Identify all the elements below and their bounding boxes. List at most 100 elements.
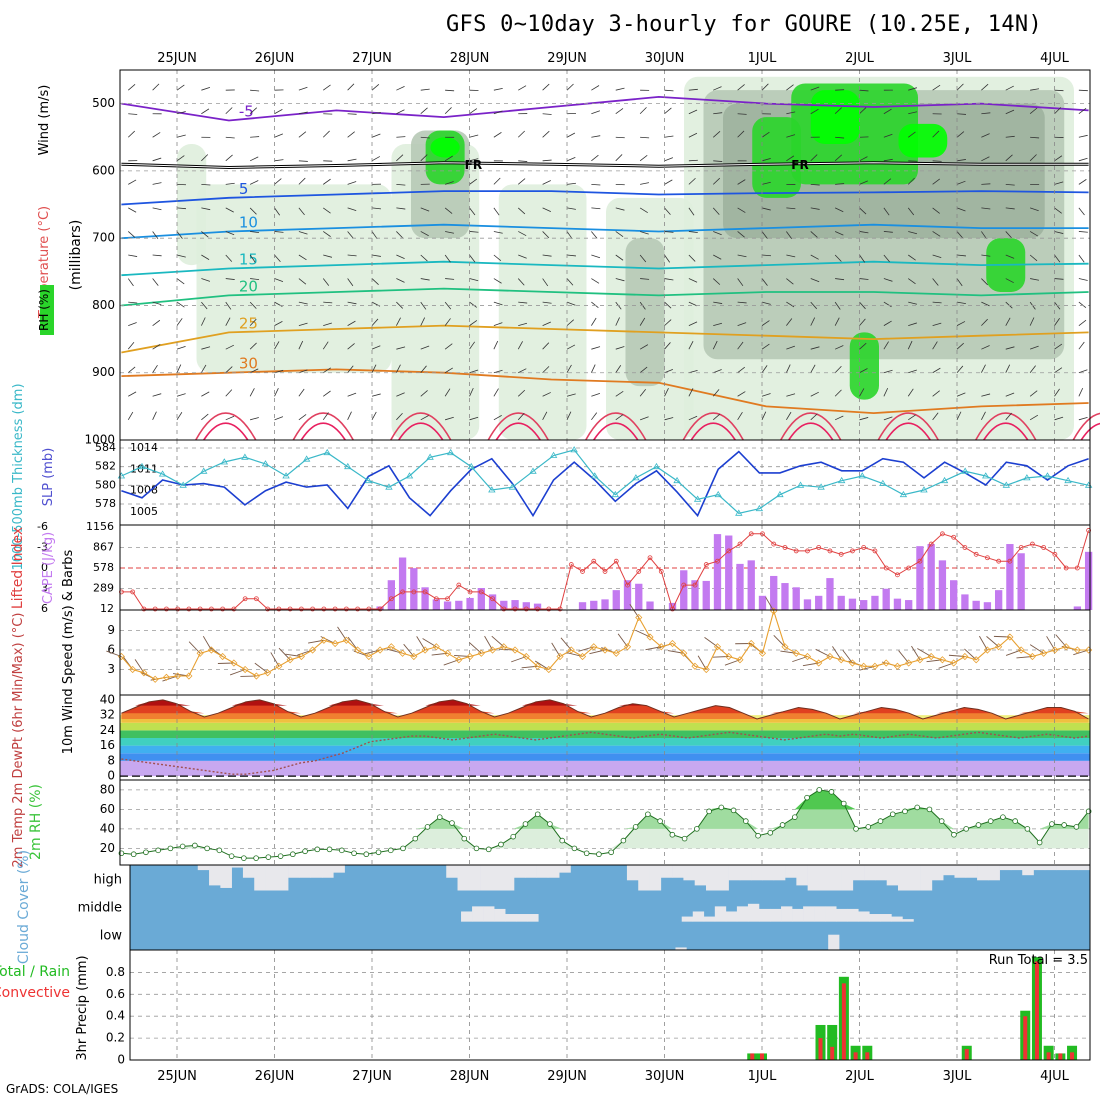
wind-barb — [697, 655, 707, 670]
date-label: 1JUL — [748, 51, 778, 66]
lifted-index-point — [568, 562, 574, 567]
wind-barb — [1054, 155, 1063, 162]
wind-barb — [664, 89, 674, 92]
wind10m-panel: 3 6 9 10m Wind Speed (m/s) & Barbs — [61, 549, 1093, 754]
precip-axis-label: 3hr Precip (mm) — [75, 955, 90, 1060]
wind-barb — [420, 254, 428, 262]
rh-point — [253, 855, 259, 861]
temperature-contour — [983, 422, 1029, 441]
cloud-gap — [559, 865, 571, 873]
wind-barb — [270, 652, 280, 667]
wind-barb — [518, 322, 528, 327]
cloud-gap — [773, 865, 786, 881]
wind-barb — [956, 342, 964, 350]
rh-legend-swatch — [40, 285, 54, 335]
wind-barb — [859, 89, 869, 92]
wind-barb — [347, 113, 357, 115]
wind-speed-point — [140, 669, 148, 677]
cloud-gap — [920, 865, 933, 891]
wind-barb — [469, 341, 476, 350]
rh-axis-label: RH (%) — [37, 289, 51, 331]
wind-barb — [835, 89, 845, 91]
rh-point — [1061, 822, 1067, 828]
wind-barb — [786, 393, 796, 397]
wind-barb — [591, 412, 598, 421]
rh-point — [155, 847, 161, 854]
wind-axis-label: Wind (m/s) — [37, 85, 52, 156]
wind-barb — [347, 278, 354, 287]
wind-barb — [396, 364, 401, 373]
wind-barb — [127, 84, 136, 91]
rh-point — [375, 849, 382, 856]
wind-barb — [566, 364, 572, 373]
cloud-gap — [480, 865, 492, 891]
wind-speed-point — [162, 673, 170, 681]
lifted-index-point — [636, 569, 642, 574]
wind-barb — [761, 343, 770, 350]
wind-barb — [152, 278, 159, 286]
wind-speed-point — [623, 643, 632, 651]
wind-barb — [371, 318, 379, 326]
rh-point — [192, 842, 198, 849]
wind-barb — [629, 603, 640, 618]
wind-barb — [517, 278, 525, 286]
wind-barb — [761, 254, 772, 257]
cape-bar — [410, 568, 418, 610]
thickness-point — [714, 490, 722, 498]
temperature-contour — [121, 287, 1089, 307]
temperature-contour — [1072, 412, 1100, 441]
wind-barb — [566, 182, 576, 185]
thickness-point — [261, 460, 270, 467]
lifted-index-tick: 0 — [41, 561, 48, 574]
cloud-gap — [1067, 865, 1080, 871]
wind-barb — [298, 414, 307, 421]
wind-barb — [225, 344, 234, 350]
wind-barb — [639, 207, 648, 214]
rh-point — [767, 829, 774, 836]
wind-barb — [323, 178, 331, 185]
wind-barb — [1078, 319, 1087, 326]
wind-barb — [298, 301, 308, 305]
wind-barb — [1078, 179, 1087, 185]
wind-barb — [396, 346, 406, 350]
wind-barb — [786, 278, 794, 285]
temperature-contour — [877, 412, 939, 441]
wind-barb — [566, 411, 572, 420]
wind-barb — [469, 369, 479, 374]
wind-barb — [445, 416, 454, 421]
lifted-index-point — [501, 606, 507, 612]
wind-barb — [1005, 183, 1015, 186]
wind-barb — [250, 278, 260, 281]
rh-point — [559, 837, 565, 844]
cloud-gap — [803, 906, 815, 922]
wind-barb — [704, 637, 718, 648]
wind-barb — [834, 254, 842, 262]
lifted-index-point — [321, 606, 327, 612]
wind-barb — [347, 320, 356, 326]
rh-point — [645, 811, 651, 818]
wind-barb — [810, 317, 816, 326]
cape-bar — [882, 588, 890, 610]
wind-barb — [1054, 231, 1064, 234]
wind-barb — [445, 278, 455, 280]
cloud-gap — [197, 865, 210, 871]
wind-barb — [712, 278, 721, 285]
wind-barb — [371, 133, 381, 138]
wind-barb — [883, 387, 889, 397]
cape-bar — [803, 599, 812, 610]
cloud-gap — [694, 865, 707, 886]
cape-bar — [927, 544, 935, 610]
cape-bar — [421, 587, 429, 610]
wind-barb — [127, 366, 136, 374]
wind-barb — [1078, 301, 1087, 309]
precip-tick: 0.6 — [106, 987, 125, 1001]
precip-convective-bar — [1070, 1052, 1075, 1060]
cloud-gap — [505, 914, 517, 922]
wind-barb — [298, 388, 305, 397]
wind-barb — [615, 154, 623, 162]
wind-barb — [737, 341, 744, 350]
thickness-tick: 584 — [95, 441, 116, 454]
thickness-point — [138, 462, 146, 470]
temperature-contour — [682, 412, 744, 441]
wind-barb — [979, 635, 988, 651]
